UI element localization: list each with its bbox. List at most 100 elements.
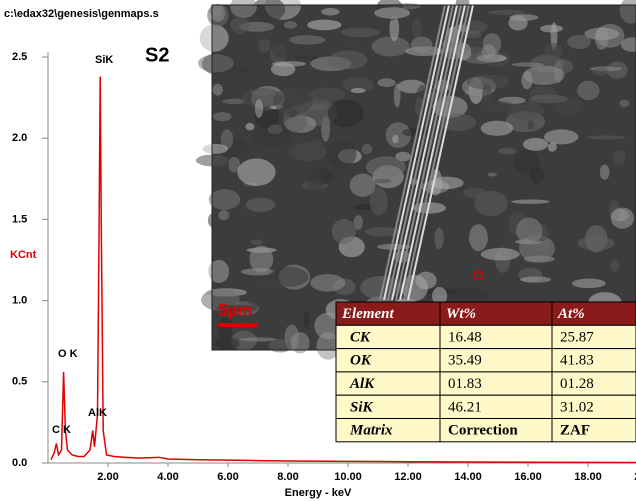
sem-grain [250,239,262,245]
x-tick-label: 4.00 [157,471,178,483]
table-text: 25.87 [560,329,594,345]
sem-grain [613,150,625,165]
scale-bar-label: 5µm [218,300,252,319]
sem-grain [578,236,615,250]
table-text: ZAF [560,423,590,439]
sem-grain [233,67,250,72]
y-tick-label: 1.0 [12,295,27,307]
sem-grain [209,189,240,210]
y-tick-label: 0.5 [12,376,27,388]
sem-grain [377,78,395,87]
sem-grain [488,10,526,15]
sem-grain [482,84,492,105]
sem-grain [308,140,325,159]
chart: c:\edax32\genesis\genmaps.s S2 5µm KCnt … [0,0,636,501]
sem-grain [544,43,563,58]
table-text: 41.83 [560,353,594,369]
peak-label: SiK [95,54,113,66]
table-header: Element [341,306,394,322]
sem-grain [208,260,229,283]
table-text: 16.48 [448,329,482,345]
sem-grain [509,14,538,21]
sem-grain [469,224,488,251]
table-text: 01.28 [560,376,594,392]
x-tick-label: 8.00 [277,471,298,483]
sem-grain [351,88,366,93]
table-text: CK [350,329,371,345]
table-text: Correction [448,423,518,439]
sem-grain [304,311,310,329]
x-tick-label: 10.00 [334,471,362,483]
x-tick-label: 6.00 [217,471,238,483]
sem-grain [343,41,361,47]
sem-grain [273,87,313,114]
sem-grain [572,279,606,289]
page: c:\edax32\genesis\genmaps.s S2 5µm KCnt … [0,0,636,501]
sem-grain [332,219,356,244]
sem-grain [463,187,487,198]
sem-grain [203,144,229,154]
sem-grain [308,87,347,101]
sem-grain [366,156,406,178]
sem-grain [329,51,368,70]
sem-grain [448,288,488,302]
sem-grain [245,123,254,130]
sem-grain [370,188,388,216]
file-path: c:\edax32\genesis\genmaps.s [4,8,159,20]
sem-grain [516,218,543,244]
table-text: 46.21 [448,399,482,415]
y-tick-label: 0.0 [12,457,27,469]
table-text: SiK [350,399,374,415]
x-tick-label: 14.00 [454,471,482,483]
x-tick-label: 18.00 [574,471,602,483]
sem-grain [488,173,497,177]
table-text: AlK [349,376,375,392]
sem-grain [577,81,599,100]
sem-grain [498,148,517,155]
sem-grain [307,20,341,31]
sem-grain [481,121,514,136]
sem-grain [269,267,309,287]
sem-grain [321,8,339,15]
x-tick-label: 2.00 [97,471,118,483]
sem-grain [544,129,578,144]
sem-grain [529,95,568,104]
sem-grain [328,100,364,128]
sem-grain [392,135,398,144]
sem-grain [411,37,433,53]
sem-grain [362,144,372,155]
sem-grain [294,56,318,60]
table-text: 01.83 [448,376,482,392]
y-axis-label: KCnt [10,249,37,261]
sem-grain [268,124,283,134]
sem-grain [215,337,240,350]
table-text: 31.02 [560,399,594,415]
sem-grain [310,274,345,291]
peak-label: AlK [88,407,107,419]
table-text: OK [350,353,372,369]
y-tick-label: 2.5 [12,51,27,63]
sem-grain [271,32,292,58]
sem-grain [341,28,380,38]
sem-grain [377,244,411,250]
sem-grain [246,198,275,212]
sem-grain [548,143,557,152]
sem-grain [483,33,502,54]
y-tick-label: 2.0 [12,132,27,144]
x-axis-label: Energy - keV [285,487,352,499]
sem-grain [610,260,619,272]
sem-grain [217,317,232,339]
sem-grain [213,84,223,96]
sem-grain [600,164,610,179]
sem-grain [611,207,634,228]
sem-grain [530,167,545,184]
sem-grain [198,54,234,72]
table-text: 35.49 [448,353,482,369]
sem-grain [471,50,478,59]
sem-grain [272,61,306,66]
sem-grain [394,83,401,107]
sem-grain [374,7,410,18]
sem-grain [586,135,626,139]
x-tick-label: 16.00 [514,471,542,483]
sem-grain [307,169,322,194]
